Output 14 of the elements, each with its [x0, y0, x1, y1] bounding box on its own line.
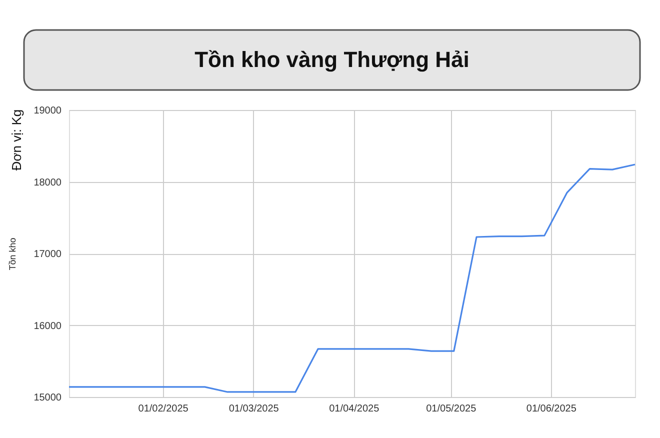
chart-title: Tồn kho vàng Thượng Hải [194, 47, 470, 72]
y-axis-title: Tồn kho [8, 238, 18, 270]
x-tick-label: 01/06/2025 [526, 404, 577, 414]
text: Đơn vị: Kg [9, 109, 24, 171]
x-tick-label: 01/05/2025 [426, 404, 477, 414]
y-tick-label: 17000 [34, 249, 62, 260]
y-tick-label: 18000 [34, 177, 62, 188]
x-tick-label: 01/02/2025 [138, 404, 189, 414]
line-series [68, 164, 636, 393]
y-tick-label: 15000 [34, 392, 62, 404]
x-tick-label: 01/04/2025 [329, 404, 380, 414]
x-tick-label: 01/03/2025 [228, 404, 280, 414]
y-tick-label: 16000 [34, 320, 62, 332]
y-tick-label: 19000 [34, 106, 62, 116]
